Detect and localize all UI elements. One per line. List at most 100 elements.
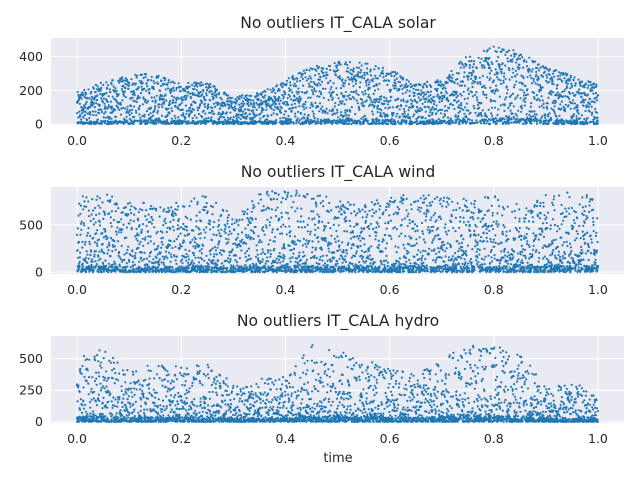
data-point (140, 121, 143, 124)
data-point (91, 96, 94, 99)
data-point (346, 118, 349, 121)
data-point (262, 96, 266, 99)
data-point (128, 113, 131, 117)
data-point (401, 113, 404, 116)
data-point (459, 92, 462, 95)
data-point (83, 200, 86, 203)
data-point (268, 221, 271, 224)
data-point (119, 258, 122, 261)
data-point (335, 206, 338, 209)
data-point (492, 99, 495, 102)
data-point (441, 94, 444, 97)
data-point (269, 239, 272, 242)
data-point (512, 121, 515, 124)
data-point (511, 58, 514, 61)
data-point (253, 205, 256, 208)
data-point (302, 105, 305, 108)
data-point (160, 240, 163, 244)
data-point (242, 104, 245, 107)
data-point (211, 110, 214, 113)
data-point (80, 222, 83, 225)
data-point (243, 108, 247, 111)
data-point (508, 78, 511, 81)
data-point (454, 114, 457, 117)
data-point (525, 60, 528, 63)
data-point (152, 207, 155, 210)
data-point (175, 255, 178, 258)
data-point (404, 91, 407, 94)
data-point (257, 202, 260, 205)
data-point (124, 86, 127, 90)
data-point (532, 118, 535, 121)
data-point (533, 60, 537, 63)
data-point (124, 107, 127, 110)
data-point (194, 247, 197, 250)
data-point (314, 74, 317, 77)
data-point (563, 77, 566, 80)
data-point (509, 109, 512, 112)
data-point (154, 105, 157, 108)
data-point (112, 218, 115, 222)
data-point (179, 85, 182, 88)
data-point (580, 114, 584, 117)
data-point (480, 101, 483, 105)
data-point (313, 254, 316, 258)
data-point (481, 74, 484, 78)
data-point (366, 67, 369, 70)
data-point (383, 99, 386, 102)
data-point (272, 112, 275, 115)
data-point (251, 109, 255, 112)
data-point (298, 95, 301, 98)
data-point (331, 98, 334, 101)
data-point (564, 95, 567, 98)
data-point (218, 91, 221, 94)
data-point (363, 227, 366, 230)
data-point (146, 100, 150, 103)
data-point (96, 85, 99, 88)
data-point (192, 108, 195, 111)
data-point (207, 103, 210, 106)
data-point (361, 91, 364, 94)
data-point (283, 102, 286, 105)
data-point (267, 122, 270, 125)
data-point (232, 264, 235, 267)
data-point (545, 119, 548, 122)
data-point (162, 258, 166, 261)
data-point (114, 109, 117, 112)
data-point (292, 84, 295, 87)
data-point (177, 218, 180, 221)
data-point (177, 107, 180, 110)
data-point (323, 122, 327, 125)
data-point (340, 102, 343, 105)
data-point (198, 95, 201, 98)
data-point (524, 97, 527, 100)
data-point (113, 245, 116, 248)
data-point (556, 75, 560, 78)
data-point (95, 102, 98, 105)
data-point (277, 98, 280, 101)
data-point (94, 91, 97, 94)
data-point (242, 102, 246, 105)
data-point (295, 243, 298, 246)
data-point (85, 205, 88, 208)
data-point (592, 92, 595, 95)
data-point (351, 96, 355, 99)
data-point (326, 259, 329, 262)
data-point (281, 232, 284, 235)
data-point (262, 108, 265, 111)
data-point (156, 247, 159, 250)
data-point (444, 90, 447, 93)
data-point (289, 84, 292, 87)
data-point (335, 229, 338, 233)
data-point (189, 112, 192, 115)
data-point (555, 115, 558, 118)
data-point (108, 212, 111, 215)
data-point (587, 84, 590, 87)
data-point (449, 102, 453, 106)
data-point (145, 101, 148, 104)
data-point (327, 241, 330, 244)
data-point (359, 121, 362, 124)
data-point (402, 98, 405, 101)
data-point (301, 244, 304, 247)
data-point (324, 237, 327, 240)
